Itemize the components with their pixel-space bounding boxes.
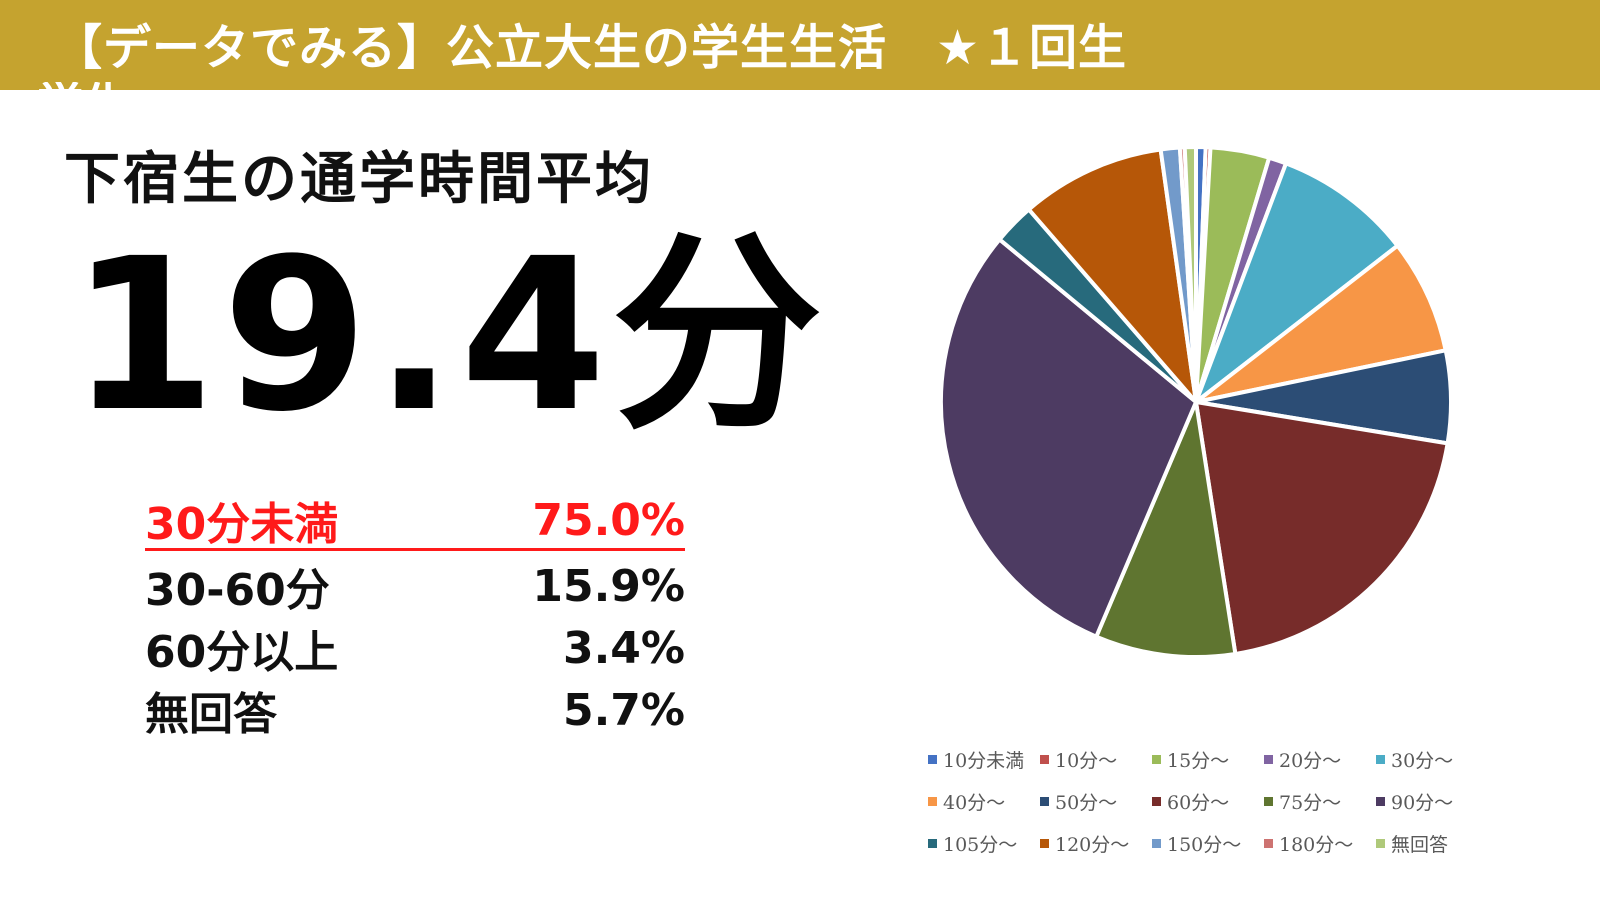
legend-label: 10分～ [1055,749,1118,772]
commute-breakdown: 30分未満 75.0% 30-60分 15.9% 60分以上 3.4% 無回答 … [145,492,685,741]
legend-item: 75分～ [1264,788,1376,814]
legend-swatch [1264,838,1273,848]
subtitle: 下宿生の通学時間平均 [64,147,654,212]
breakdown-percent: 3.4% [562,622,685,674]
legend-label: 30分～ [1391,749,1454,772]
breakdown-label: 30分未満 [145,499,339,550]
legend-label: 60分～ [1167,791,1230,814]
legend-item: 150分～ [1152,830,1264,856]
legend-item: 10分未満 [928,746,1040,772]
commute-pie-chart [939,145,1453,659]
breakdown-row-30-60: 30-60分 15.9% [145,555,685,617]
chart-legend: 10分未満 10分～ 15分～ 20分～ 30分～ 40分～ 50分～ 60分～ 75分～ 90分… [928,746,1488,856]
pie-slice-12 [1026,147,1198,404]
legend-item: 105分～ [928,830,1040,856]
legend-label: 150分～ [1167,833,1242,856]
title-overflow-text: 学生 [36,82,132,90]
legend-item: 無回答 [1376,830,1488,856]
breakdown-row-no-answer: 無回答 5.7% [145,679,685,741]
pie-slice-5 [1194,161,1400,404]
breakdown-percent: 15.9% [532,560,685,612]
pie-slice-8 [1194,400,1450,656]
legend-swatch [1152,754,1161,764]
breakdown-label: 60分以上 [145,627,339,678]
legend-label: 15分～ [1167,749,1230,772]
breakdown-percent: 75.0% [532,494,685,546]
legend-item: 30分～ [1376,746,1488,772]
breakdown-row-under-30: 30分未満 75.0% [145,492,685,551]
average-commute-value: 19.4分 [70,213,829,458]
pie-slice-10 [939,237,1198,639]
header-banner: 【データでみる】公立大生の学生生活 ★１回生 学生 [0,0,1600,90]
pie-slice-15 [1182,145,1198,404]
legend-swatch [1152,838,1161,848]
legend-label: 180分～ [1279,833,1354,856]
breakdown-label: 無回答 [145,689,277,740]
breakdown-label: 30-60分 [145,565,330,616]
legend-item: 90分～ [1376,788,1488,814]
legend-swatch [1264,796,1273,806]
legend-label: 50分～ [1055,791,1118,814]
legend-item: 10分～ [1040,746,1152,772]
legend-swatch [1376,754,1385,764]
legend-label: 90分～ [1391,791,1454,814]
legend-item: 120分～ [1040,830,1152,856]
legend-swatch [1264,754,1273,764]
legend-swatch [1152,796,1161,806]
legend-label: 20分～ [1279,749,1342,772]
legend-label: 無回答 [1391,833,1449,856]
legend-swatch [928,754,937,764]
page-title: 【データでみる】公立大生の学生生活 ★１回生 [54,20,1128,76]
legend-item: 20分～ [1264,746,1376,772]
legend-swatch [928,796,937,806]
legend-item: 40分～ [928,788,1040,814]
legend-label: 10分未満 [943,749,1025,772]
legend-label: 40分～ [943,791,1006,814]
legend-swatch [1040,796,1049,806]
legend-item: 60分～ [1152,788,1264,814]
legend-swatch [1040,838,1049,848]
legend-label: 75分～ [1279,791,1342,814]
legend-label: 105分～ [943,833,1018,856]
breakdown-row-over-60: 60分以上 3.4% [145,617,685,679]
breakdown-percent: 5.7% [562,684,685,736]
legend-item: 50分～ [1040,788,1152,814]
legend-item: 180分～ [1264,830,1376,856]
legend-label: 120分～ [1055,833,1130,856]
legend-item: 15分～ [1152,746,1264,772]
legend-swatch [928,838,937,848]
legend-swatch [1040,754,1049,764]
legend-swatch [1376,838,1385,848]
legend-swatch [1376,796,1385,806]
pie-slice-9 [1094,400,1238,659]
